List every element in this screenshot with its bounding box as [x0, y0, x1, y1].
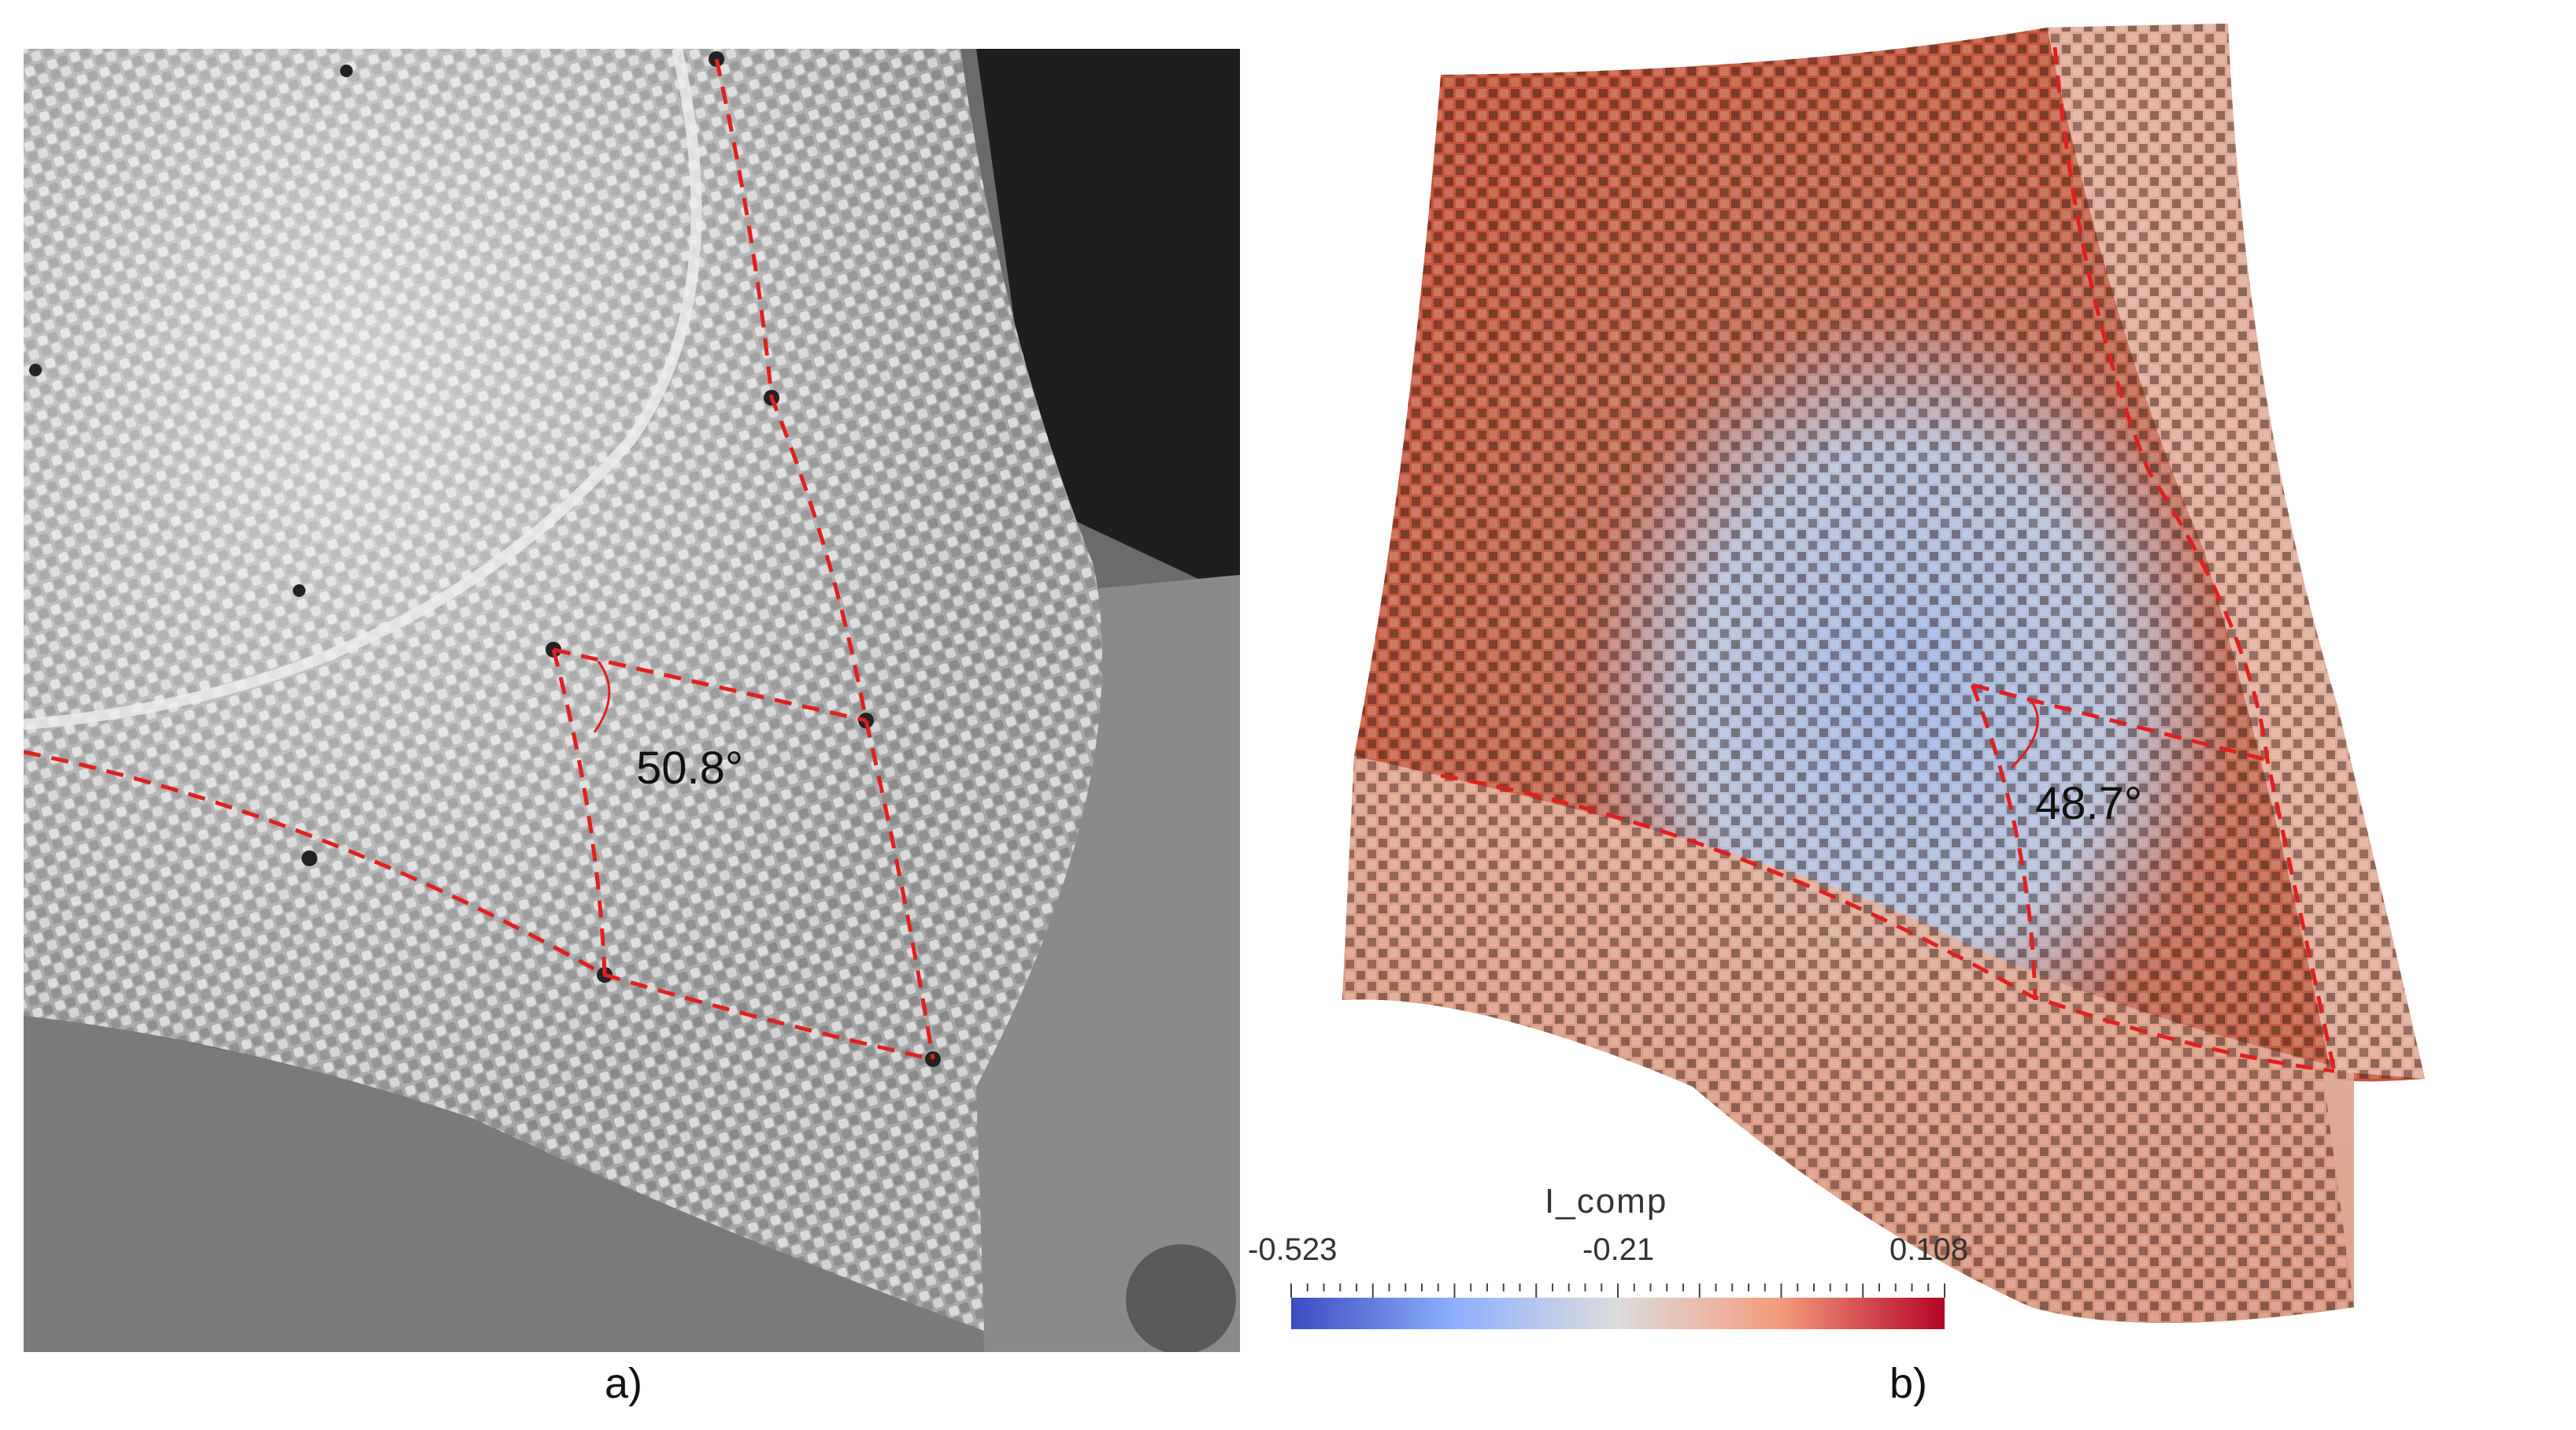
angle-arc-a	[593, 661, 611, 733]
panel-label-b: b)	[1889, 1360, 1927, 1407]
simulated-weave-texture	[1342, 24, 2425, 1323]
angle-label-b: 48.7°	[2035, 778, 2142, 829]
colorbar: I_comp -0.523 -0.21 0.108	[1248, 1182, 1968, 1329]
simulation-panel-b: 48.7°	[1342, 24, 2425, 1323]
colorbar-title: I_comp	[1545, 1182, 1667, 1221]
photo-overlay-lines	[24, 58, 935, 1061]
panel-label-a: a)	[605, 1360, 642, 1407]
colorbar-gradient	[1291, 1298, 1945, 1329]
photo-panel-a: 50.8°	[24, 49, 1240, 1352]
angle-arc-b	[2010, 700, 2039, 769]
angle-label-a: 50.8°	[636, 743, 743, 794]
colorbar-tick-min: -0.523	[1248, 1232, 1337, 1267]
mold-edge	[24, 49, 702, 730]
colorbar-tick-mid: -0.21	[1582, 1232, 1654, 1267]
colorbar-minor-ticks	[1290, 1284, 1945, 1298]
colorbar-tick-max: 0.108	[1889, 1232, 1968, 1267]
sim-overlay-lines	[1440, 46, 2337, 1073]
tooling-roller	[1126, 1244, 1236, 1352]
